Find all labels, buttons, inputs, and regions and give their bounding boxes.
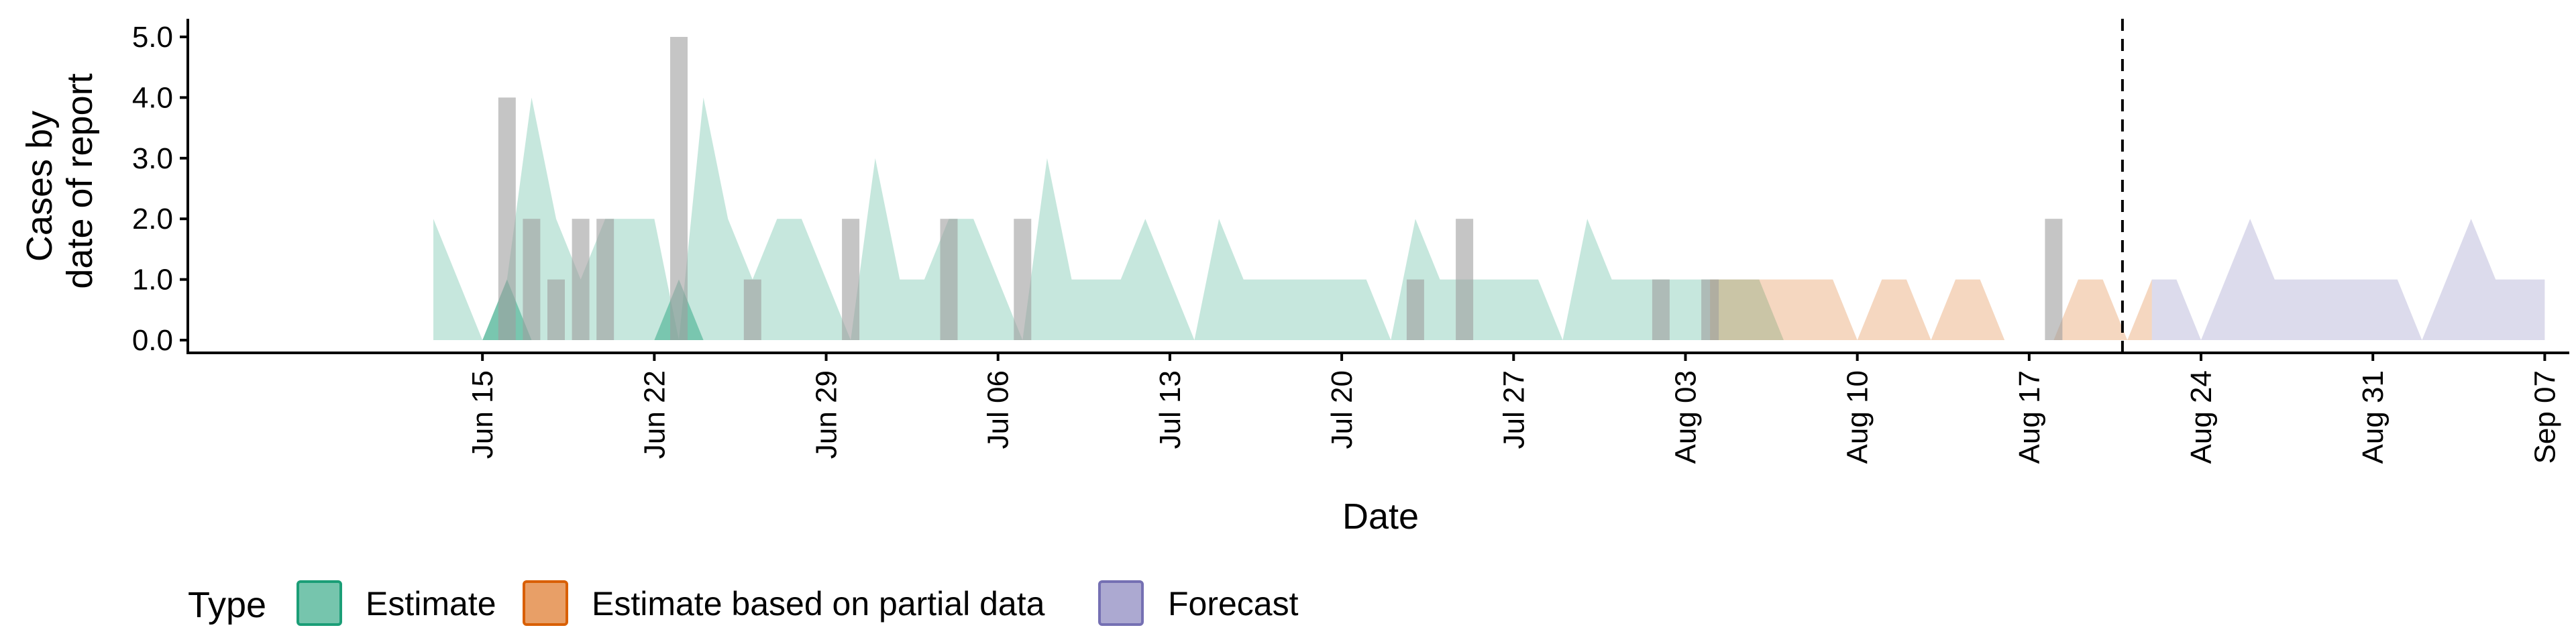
ribbon-forecast-4 (2151, 219, 2545, 340)
x-tick-label: Sep 07 (2528, 370, 2561, 464)
ribbon-layer (433, 97, 2545, 340)
reported-case-bar (743, 279, 761, 340)
legend-label-estimate: Estimate (366, 585, 496, 623)
y-tick-label: 1.0 (132, 264, 173, 297)
reported-case-bar (572, 219, 590, 340)
x-tick-label: Jun 22 (638, 370, 671, 459)
y-tick-label: 0.0 (132, 324, 173, 357)
y-axis-ticks: 0.0 1.0 2.0 3.0 4.0 5.0 (132, 21, 188, 357)
ribbon-estimate-based-on-partial-data-3 (1710, 279, 2152, 340)
reported-case-bar (940, 219, 958, 340)
axes: 0.0 1.0 2.0 3.0 4.0 5.0 Jun 15 Jun 22 Jun 29 Jul… (132, 19, 2569, 464)
legend-key-partial (523, 580, 568, 626)
x-axis-ticks: Jun 15 Jun 22 Jun 29 Jul 06 Jul 13 Jul 20 Jul … (466, 353, 2561, 464)
x-tick-label: Jul 27 (1497, 370, 1530, 449)
y-tick-label: 4.0 (132, 81, 173, 114)
x-tick-label: Aug 10 (1841, 370, 1874, 464)
reported-case-bar (1456, 219, 1474, 340)
legend: Type Estimate Estimate based on partial … (188, 580, 1299, 626)
y-tick-label: 2.0 (132, 203, 173, 235)
legend-label-forecast: Forecast (1168, 585, 1299, 623)
x-tick-label: Aug 03 (1670, 370, 1703, 464)
y-axis-title-line-2: date of report (60, 73, 100, 288)
y-tick-label: 5.0 (132, 21, 173, 54)
x-tick-label: Aug 31 (2357, 370, 2390, 464)
x-tick-label: Aug 24 (2185, 370, 2218, 464)
reported-case-bar (596, 219, 614, 340)
x-tick-label: Jul 20 (1326, 370, 1358, 449)
x-tick-label: Jun 29 (810, 370, 843, 459)
plot-area (433, 19, 2545, 353)
legend-item-forecast: Forecast (1098, 580, 1299, 626)
legend-item-partial: Estimate based on partial data (523, 580, 1045, 626)
legend-item-estimate: Estimate (297, 580, 496, 626)
reported-case-bar (1652, 279, 1670, 340)
x-tick-label: Jul 06 (982, 370, 1015, 449)
reported-case-bar (1406, 279, 1424, 340)
reported-case-bar (2045, 219, 2063, 340)
x-tick-label: Jul 13 (1154, 370, 1187, 449)
x-axis-title: Date (1342, 496, 1419, 537)
reported-cases-layer (498, 37, 2063, 340)
y-axis-title: Cases by date of report (19, 73, 100, 288)
ribbon-estimate-0 (433, 97, 1784, 340)
legend-key-estimate (297, 580, 342, 626)
reported-case-bar (523, 219, 541, 340)
reported-case-bar (498, 97, 516, 340)
reported-case-bar (1014, 219, 1032, 340)
y-tick-label: 3.0 (132, 142, 173, 175)
reported-case-bar (547, 279, 565, 340)
x-tick-label: Aug 17 (2013, 370, 2046, 464)
reported-case-bar (842, 219, 860, 340)
legend-title: Type (188, 585, 266, 625)
x-tick-label: Jun 15 (466, 370, 499, 459)
legend-label-partial: Estimate based on partial data (592, 585, 1045, 623)
reported-case-bar (670, 37, 688, 340)
y-axis-title-line-1: Cases by (19, 111, 60, 262)
reported-case-bar (1701, 279, 1719, 340)
legend-key-forecast (1098, 580, 1144, 626)
